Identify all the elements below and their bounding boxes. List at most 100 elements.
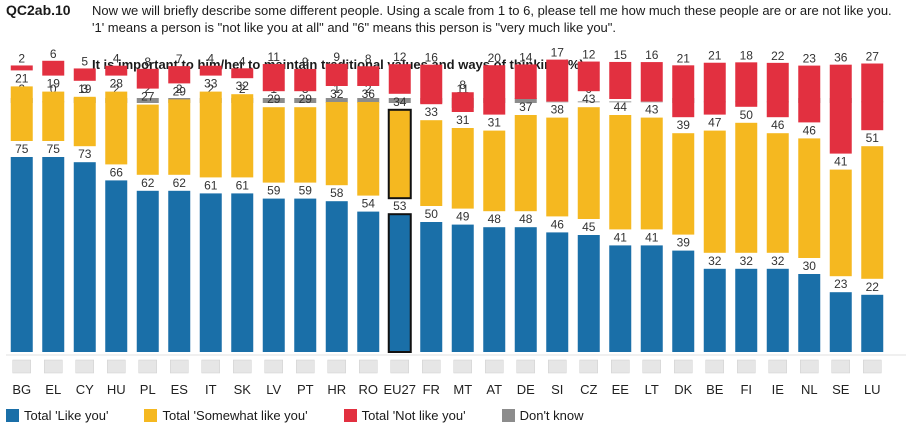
- country-flag-icon: [138, 359, 157, 374]
- country-flag-icon: [233, 359, 252, 374]
- country-label: LV: [266, 382, 281, 397]
- somewhat-bar: [420, 120, 443, 206]
- country-flag-icon: [737, 359, 756, 374]
- not-like-bar: [388, 64, 411, 94]
- legend-label: Don't know: [519, 408, 584, 423]
- like-label: 32: [771, 254, 785, 268]
- somewhat-label: 37: [519, 100, 533, 114]
- stacked-bar-chart: 275212BG075196EL373195CY266284HU262278PL…: [6, 46, 906, 397]
- dont-know-bar: [262, 98, 285, 103]
- country-flag-icon: [611, 359, 630, 374]
- not-like-label: 8: [459, 78, 466, 92]
- not-like-label: 36: [834, 51, 848, 65]
- somewhat-label: 33: [204, 77, 218, 91]
- country-label: AT: [486, 382, 502, 397]
- like-label: 58: [330, 186, 344, 200]
- not-like-label: 12: [393, 50, 407, 64]
- somewhat-label: 47: [708, 116, 722, 130]
- not-like-bar: [483, 65, 506, 115]
- dont-know-bar: [514, 98, 537, 103]
- not-like-bar: [10, 65, 33, 71]
- not-like-bar: [640, 62, 663, 102]
- like-bar: [672, 250, 695, 352]
- like-bar: [420, 222, 443, 352]
- country-label: HR: [327, 382, 346, 397]
- somewhat-bar: [42, 91, 65, 141]
- dont-know-bar: [640, 101, 663, 103]
- like-label: 50: [425, 207, 439, 221]
- somewhat-bar: [798, 138, 821, 258]
- like-label: 45: [582, 220, 596, 234]
- like-bar: [42, 157, 65, 352]
- country-label: MT: [453, 382, 472, 397]
- somewhat-bar: [640, 117, 663, 230]
- not-like-label: 27: [866, 50, 880, 64]
- question-text: Now we will briefly describe some differ…: [92, 3, 892, 35]
- somewhat-label: 38: [551, 103, 565, 117]
- somewhat-bar: [577, 107, 600, 219]
- legend-item: Total 'Not like you': [343, 408, 466, 423]
- not-like-bar: [766, 62, 789, 118]
- like-label: 62: [173, 176, 187, 190]
- somewhat-label: 21: [15, 71, 29, 85]
- country-label: IT: [205, 382, 217, 397]
- somewhat-label: 28: [110, 77, 124, 91]
- not-like-bar: [577, 61, 600, 92]
- like-label: 32: [708, 254, 722, 268]
- like-bar: [798, 274, 821, 352]
- not-like-bar: [136, 68, 159, 89]
- like-bar: [10, 157, 33, 352]
- like-bar: [387, 213, 412, 353]
- not-like-bar: [42, 60, 65, 76]
- not-like-bar: [199, 65, 222, 76]
- like-label: 30: [803, 259, 817, 273]
- like-label: 66: [110, 165, 124, 179]
- country-label: BE: [706, 382, 724, 397]
- like-label: 49: [456, 210, 470, 224]
- dont-know-bar: [357, 98, 380, 103]
- country-flag-icon: [327, 359, 346, 374]
- country-flag-icon: [170, 359, 189, 374]
- somewhat-label: 29: [299, 92, 313, 106]
- country-flag-icon: [75, 359, 94, 374]
- not-like-label: 4: [239, 54, 246, 68]
- not-like-label: 14: [519, 50, 533, 64]
- country-label: PT: [297, 382, 314, 397]
- like-label: 59: [299, 184, 313, 198]
- somewhat-bar: [546, 117, 569, 217]
- country-label: HU: [107, 382, 126, 397]
- somewhat-bar: [514, 115, 537, 212]
- country-label: CZ: [580, 382, 597, 397]
- somewhat-bar: [325, 102, 348, 186]
- legend-swatch: [6, 409, 19, 422]
- like-bar: [483, 227, 506, 352]
- dont-know-bar: [546, 101, 569, 103]
- legend-item: Total 'Like you': [6, 408, 108, 423]
- not-like-bar: [294, 68, 317, 92]
- country-flag-icon: [831, 359, 850, 374]
- like-label: 46: [551, 217, 565, 231]
- not-like-bar: [514, 64, 537, 99]
- somewhat-label: 50: [740, 108, 754, 122]
- like-label: 54: [362, 197, 376, 211]
- like-bar: [325, 201, 348, 352]
- not-like-bar: [546, 59, 569, 102]
- country-flag-icon: [390, 359, 409, 374]
- somewhat-label: 27: [141, 90, 155, 104]
- not-like-label: 23: [803, 52, 817, 66]
- country-label: DE: [517, 382, 535, 397]
- not-like-label: 15: [614, 48, 628, 62]
- not-like-bar: [73, 68, 96, 81]
- like-label: 48: [519, 212, 533, 226]
- somewhat-bar: [231, 94, 254, 178]
- legend-swatch: [144, 409, 158, 422]
- like-bar: [451, 224, 474, 352]
- somewhat-label: 34: [393, 95, 407, 109]
- not-like-label: 9: [302, 55, 309, 69]
- like-label: 62: [141, 176, 155, 190]
- somewhat-bar: [199, 91, 222, 178]
- question-id: QC2ab.10: [6, 2, 71, 18]
- country-label: FI: [740, 382, 752, 397]
- like-bar: [294, 198, 317, 352]
- somewhat-label: 43: [582, 92, 596, 106]
